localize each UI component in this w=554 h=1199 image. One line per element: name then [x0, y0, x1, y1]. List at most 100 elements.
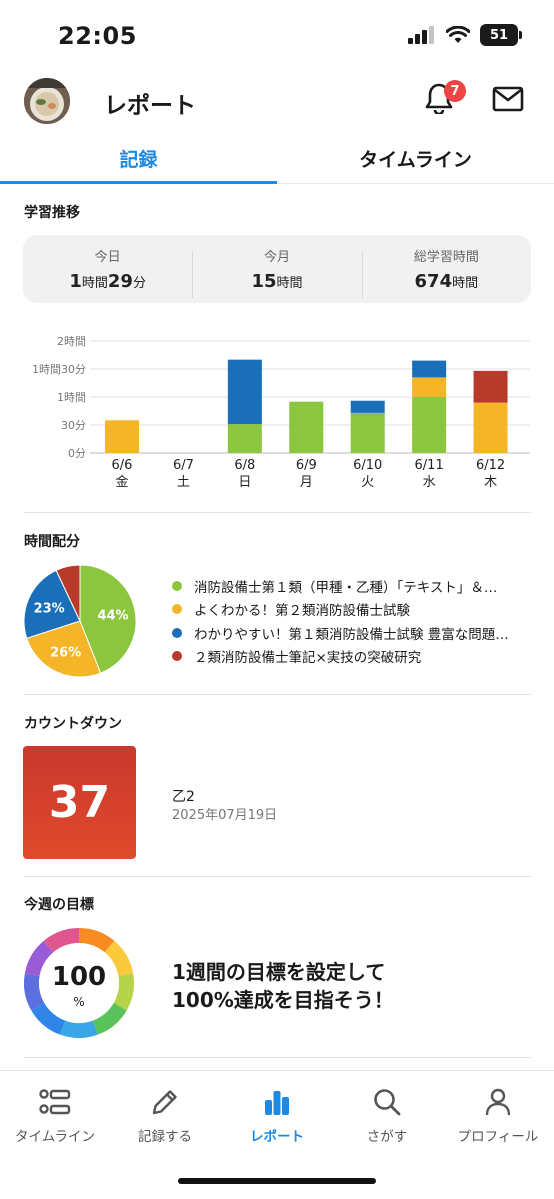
time-distribution-title: 時間配分	[24, 534, 80, 550]
x-tick-date: 6/11	[415, 458, 444, 473]
pie-slice-label: 23%	[34, 602, 65, 617]
legend-item: ２類消防設備士筆記×実技の突破研究	[172, 645, 532, 669]
wifi-icon	[446, 26, 470, 43]
divider	[24, 1057, 531, 1058]
tab-record[interactable]: 記録	[0, 134, 277, 184]
nav-label: プロフィール	[457, 1129, 539, 1145]
stat-today-label: 今日	[94, 250, 121, 265]
time-distribution-pie: 44% 26% 23%	[23, 564, 137, 678]
weekly-goal-title: 今週の目標	[24, 897, 94, 913]
bar-segment[interactable]	[350, 400, 385, 413]
study-bar-chart: 0分 30分 1時間 1時間30分 2時間 6/6金 6/7 土 6/8 日 6/9 月 6/10 火 6/…	[32, 335, 530, 490]
legend-label: わかりやすい！第１類消防設備士試験 豊富な問題…	[194, 626, 509, 643]
home-indicator	[178, 1178, 376, 1184]
status-bar: 22:05 51	[0, 0, 554, 72]
tab-bar: 記録 タイムライン	[0, 134, 554, 184]
bar-segment[interactable]	[412, 397, 447, 453]
pie-slice[interactable]	[26, 620, 102, 678]
search-icon	[374, 1089, 401, 1116]
nav-label: レポート	[250, 1129, 304, 1145]
pencil-icon	[152, 1090, 177, 1115]
notification-button[interactable]: 7	[424, 80, 466, 118]
status-time: 22:05	[58, 22, 137, 50]
nav-record[interactable]: 記録する	[110, 1085, 220, 1145]
bar-segment[interactable]	[473, 370, 508, 403]
pie-slice[interactable]	[55, 564, 81, 622]
goal-message-line-1: 1週間の目標を設定して	[172, 960, 386, 984]
stat-total-value: 674時間	[414, 271, 479, 292]
x-tick-date: 6/8	[234, 458, 255, 473]
x-tick-date: 6/6	[112, 458, 133, 473]
divider	[24, 876, 531, 877]
x-tick-day: 火	[361, 475, 374, 490]
stat-month-value: 15時間	[251, 271, 303, 292]
bar-segment[interactable]	[105, 420, 139, 453]
legend-item: わかりやすい！第１類消防設備士試験 豊富な問題…	[172, 621, 532, 645]
goal-message[interactable]: 1週間の目標を設定して 100%達成を目指そう！	[172, 958, 394, 1014]
nav-search[interactable]: さがす	[332, 1085, 442, 1145]
x-tick-day: 月	[300, 475, 313, 490]
legend-item: 消防設備士第１類（甲種・乙種）「テキスト」＆…	[172, 574, 532, 598]
countdown-exam-date: 2025年07月19日	[172, 808, 278, 823]
bar-segment[interactable]	[473, 402, 508, 453]
goal-message-line-2: 100%達成を目指そう！	[172, 988, 394, 1012]
app-header: レポート 7	[0, 72, 554, 130]
weekly-goal-ring[interactable]	[23, 927, 135, 1039]
nav-profile[interactable]: プロフィール	[443, 1085, 553, 1145]
nav-report[interactable]: レポート	[222, 1085, 332, 1145]
bar-segment[interactable]	[350, 412, 385, 453]
y-tick-label: 1時間	[57, 391, 86, 404]
battery-icon: 51	[480, 24, 522, 46]
avatar[interactable]	[24, 78, 70, 124]
pie-slice[interactable]	[23, 569, 81, 639]
legend-label: よくわかる！第２類消防設備士試験	[194, 603, 410, 620]
tab-timeline[interactable]: タイムライン	[359, 149, 472, 171]
legend-dot	[172, 580, 182, 591]
nav-label: タイムライン	[14, 1129, 96, 1145]
legend-label: ２類消防設備士筆記×実技の突破研究	[194, 650, 422, 667]
bottom-nav: タイムライン 記録する レポート さがす	[0, 1070, 554, 1199]
stat-today: 今日 1時間29分	[23, 246, 192, 292]
timeline-list-icon	[39, 1089, 71, 1115]
mail-icon[interactable]	[492, 86, 524, 112]
goal-ring-segment	[104, 940, 134, 977]
nav-timeline[interactable]: タイムライン	[0, 1085, 110, 1145]
goal-ring-segment	[31, 1003, 66, 1035]
stat-total: 総学習時間 674時間	[361, 246, 531, 298]
bar-segment[interactable]	[412, 377, 447, 397]
stat-today-value: 1時間29分	[69, 271, 146, 292]
stats-card: 今日 1時間29分 今月 15時間 総学習時間 674時間	[23, 235, 531, 303]
bar-segment[interactable]	[412, 360, 447, 378]
x-tick-day: 日	[238, 475, 251, 490]
x-tick-date: 6/10	[353, 458, 382, 473]
x-tick-date: 6/7	[173, 458, 194, 473]
countdown-title: カウントダウン	[24, 716, 122, 732]
pie-slice-label: 26%	[50, 645, 81, 660]
nav-label: 記録する	[138, 1129, 192, 1145]
goal-ring-segment	[60, 1020, 98, 1038]
x-tick-day: 木	[484, 475, 497, 490]
cellular-signal-icon	[408, 26, 434, 44]
study-trend-title: 学習推移	[24, 205, 80, 221]
person-icon	[485, 1088, 511, 1116]
legend-dot	[172, 627, 182, 638]
goal-ring-segment	[24, 940, 54, 977]
x-tick-day: 金	[115, 474, 128, 490]
bar-segment[interactable]	[289, 401, 324, 453]
goal-percent-value: 100	[51, 962, 107, 992]
notification-badge: 7	[444, 80, 466, 102]
page-title: レポート	[104, 93, 196, 119]
x-tick-day: 水	[423, 475, 436, 490]
y-tick-label: 1時間30分	[32, 363, 86, 376]
y-tick-label: 0分	[68, 447, 86, 460]
x-tick-date: 6/9	[296, 458, 317, 473]
bar-segment[interactable]	[227, 424, 262, 453]
goal-ring-segment	[23, 973, 45, 1011]
countdown-days-box[interactable]: 37	[23, 746, 136, 859]
goal-ring-segment	[113, 973, 134, 1011]
goal-percent-unit: %	[73, 995, 85, 1009]
bar-segment[interactable]	[227, 359, 262, 425]
pie-slice[interactable]	[79, 564, 137, 674]
stat-month-label: 今月	[263, 250, 290, 265]
nav-label: さがす	[366, 1129, 408, 1145]
